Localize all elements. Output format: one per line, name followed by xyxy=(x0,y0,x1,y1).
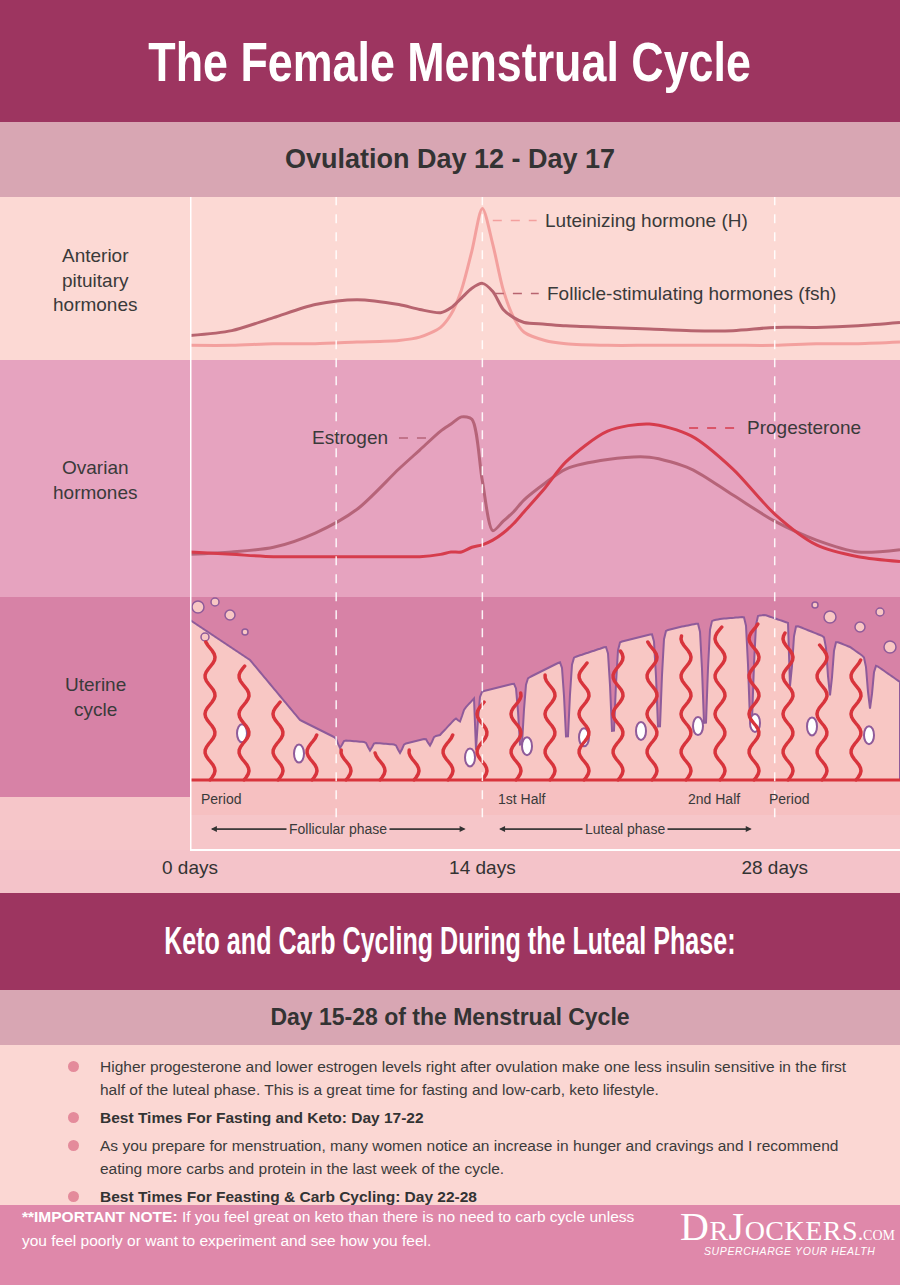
html-text:Keto and Carb Cycling During t: Keto and Carb Cycling During the Luteal … xyxy=(164,920,736,962)
svg-text:Progesterone: Progesterone xyxy=(747,417,861,438)
svg-text:0 days: 0 days xyxy=(162,857,218,878)
html-text:SUPERCHARGE YOUR HEALTH: SUPERCHARGE YOUR HEALTH xyxy=(704,1245,876,1257)
svg-text:14 days: 14 days xyxy=(449,857,516,878)
html-text:.com: .com xyxy=(858,1222,895,1244)
html-text:As you prepare for menstruatio: As you prepare for menstruation, many wo… xyxy=(100,1137,839,1177)
svg-text:28 days: 28 days xyxy=(741,857,808,878)
svg-text:Uterinecycle: Uterinecycle xyxy=(65,674,126,720)
html-text:**IMPORTANT NOTE: If you feel: **IMPORTANT NOTE: If you feel great on k… xyxy=(22,1208,635,1249)
svg-text:Estrogen: Estrogen xyxy=(312,427,388,448)
svg-text:Period: Period xyxy=(201,791,241,807)
svg-text:Period: Period xyxy=(769,791,809,807)
svg-text:2nd Half: 2nd Half xyxy=(688,791,740,807)
html-text:Day 15-28 of the Menstrual Cyc: Day 15-28 of the Menstrual Cycle xyxy=(270,1004,630,1030)
svg-text:Luteinizing hormone (H): Luteinizing hormone (H) xyxy=(545,210,748,231)
html-text:DrJockers: DrJockers xyxy=(680,1204,859,1249)
svg-text:Ovarianhormones: Ovarianhormones xyxy=(53,457,138,503)
svg-text:Follicle-stimulating hormones: Follicle-stimulating hormones (fsh) xyxy=(547,283,836,304)
html-text:Ovulation Day 12 - Day 17: Ovulation Day 12 - Day 17 xyxy=(284,144,616,174)
svg-text:Follicular phase: Follicular phase xyxy=(289,821,387,837)
html-text:The Female Menstrual Cycle: The Female Menstrual Cycle xyxy=(148,29,752,93)
svg-text:Anteriorpituitaryhormones: Anteriorpituitaryhormones xyxy=(53,245,138,315)
html-text:Higher progesterone and lower: Higher progesterone and lower estrogen l… xyxy=(100,1058,847,1098)
svg-text:Luteal phase: Luteal phase xyxy=(585,821,665,837)
html-text:Best Times For Fasting and Ket: Best Times For Fasting and Keto: Day 17-… xyxy=(100,1109,424,1126)
html-text:Best Times For Feasting & Carb: Best Times For Feasting & Carb Cycling: … xyxy=(100,1188,477,1205)
svg-text:1st Half: 1st Half xyxy=(498,791,546,807)
